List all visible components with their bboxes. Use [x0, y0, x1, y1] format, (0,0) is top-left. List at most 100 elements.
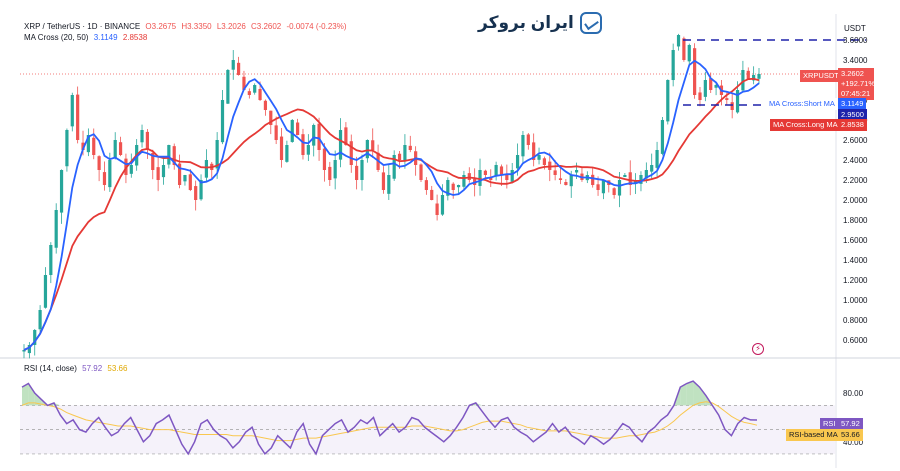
candle-body [666, 80, 670, 122]
candle-body [601, 180, 606, 194]
candle-body [317, 123, 321, 150]
price-tick-label: 1.0000 [843, 296, 868, 305]
candle-body [194, 186, 198, 200]
rsi-legend[interactable]: RSI (14, close) 57.92 53.66 [24, 364, 130, 373]
candle-body [65, 130, 69, 167]
candle-body [467, 173, 471, 180]
candle-body [478, 170, 482, 186]
change-percent: +192.71% [841, 79, 875, 88]
candle-body [574, 170, 579, 173]
candle-body [424, 180, 428, 190]
candle-body [92, 137, 96, 155]
low-value: L3.2026 [216, 22, 246, 31]
candle-body [671, 50, 675, 81]
high-value: H3.3350 [181, 22, 212, 31]
candle-body [381, 172, 386, 190]
candle-body [521, 135, 525, 157]
rsi-legend-value: 57.92 [82, 364, 103, 373]
candlestick-series [22, 33, 761, 359]
price-tick-label: 3.4000 [843, 56, 868, 65]
candle-body [660, 120, 665, 154]
candle-body [247, 91, 251, 95]
candle-body [177, 163, 182, 185]
symbol-title[interactable]: XRP / TetherUS · 1D · BINANCE [24, 22, 141, 31]
candle-body [499, 166, 504, 175]
price-tick-label: 0.6000 [843, 336, 868, 345]
candle-body [236, 62, 241, 75]
candle-body [183, 175, 187, 182]
price-tick-label: 0.8000 [843, 316, 868, 325]
candle-body [322, 148, 327, 170]
candle-body [242, 76, 246, 90]
candle-body [22, 350, 26, 352]
candle-body [408, 145, 412, 150]
candle-body [338, 130, 343, 160]
rsi-ma-tag-label: RSI-based MA [786, 429, 841, 441]
candle-body [290, 120, 294, 142]
candle-body [328, 166, 332, 180]
candle-body [456, 185, 461, 188]
candle-body [639, 175, 643, 184]
candle-body [435, 203, 439, 215]
candle-body [757, 74, 761, 79]
candle-body [644, 170, 648, 179]
candle-body [558, 178, 563, 180]
moving-average-lines [23, 59, 760, 351]
rsi-overbought-fill [686, 381, 694, 406]
candle-body [430, 189, 434, 200]
level-tag-value: 2.9500 [838, 109, 867, 121]
candle-body [617, 180, 622, 196]
candle-body [258, 88, 262, 100]
candle-body [655, 150, 659, 168]
candle-body [161, 165, 166, 178]
candle-body [263, 100, 268, 110]
brand-name: ایران بروکر [478, 13, 574, 32]
candle-body [86, 135, 90, 153]
candle-body [151, 152, 155, 170]
candle-body [741, 70, 745, 91]
overlay-lines [683, 39, 866, 106]
candle-body [725, 98, 729, 100]
candle-body [38, 310, 42, 330]
candle-body [188, 174, 192, 190]
candle-body [569, 175, 573, 187]
candle-body [591, 174, 595, 185]
candle-body [145, 131, 149, 150]
ma-long-legend-value: 2.8538 [122, 33, 148, 42]
candle-body [220, 100, 225, 143]
candle-body [360, 160, 364, 180]
close-value: C3.2602 [251, 22, 282, 31]
rsi-overbought-fill [699, 387, 706, 406]
ma-short-legend-value: 3.1149 [93, 33, 118, 42]
candle-body [650, 165, 654, 172]
candle-body [344, 127, 348, 145]
candle-body [333, 160, 337, 179]
ma-short-tag-value: 3.1149 [838, 98, 867, 110]
candle-body [451, 183, 455, 190]
candle-body [285, 145, 289, 162]
candle-body [698, 92, 702, 100]
rsi-panel: 80.00 40.00 [20, 389, 864, 455]
change-value: -0.0074 (-0.23%) [286, 22, 347, 31]
rsi-tick-label: 80.00 [843, 389, 864, 398]
symbol-legend: XRP / TetherUS · 1D · BINANCE O3.2675 H3… [24, 22, 350, 31]
currency-label: USDT [844, 24, 866, 33]
candle-body [253, 85, 257, 93]
candle-body [231, 60, 235, 70]
candle-body [397, 153, 402, 160]
candle-body [172, 146, 176, 165]
candle-body [703, 80, 707, 97]
candle-body [312, 125, 316, 146]
rsi-overbought-fill [680, 383, 687, 406]
price-tick-label: 2.0000 [843, 196, 868, 205]
candle-body [54, 210, 58, 248]
open-value: O3.2675 [145, 22, 177, 31]
bar-countdown: 07:45:21 [841, 89, 871, 98]
candle-body [494, 165, 498, 177]
candle-body [81, 142, 85, 150]
alert-icon[interactable]: ⚡ [752, 343, 764, 355]
indicator-legend[interactable]: MA Cross (20, 50) 3.1149 2.8538 [24, 33, 150, 42]
rsi-lines [21, 380, 758, 456]
candle-body [97, 156, 101, 170]
